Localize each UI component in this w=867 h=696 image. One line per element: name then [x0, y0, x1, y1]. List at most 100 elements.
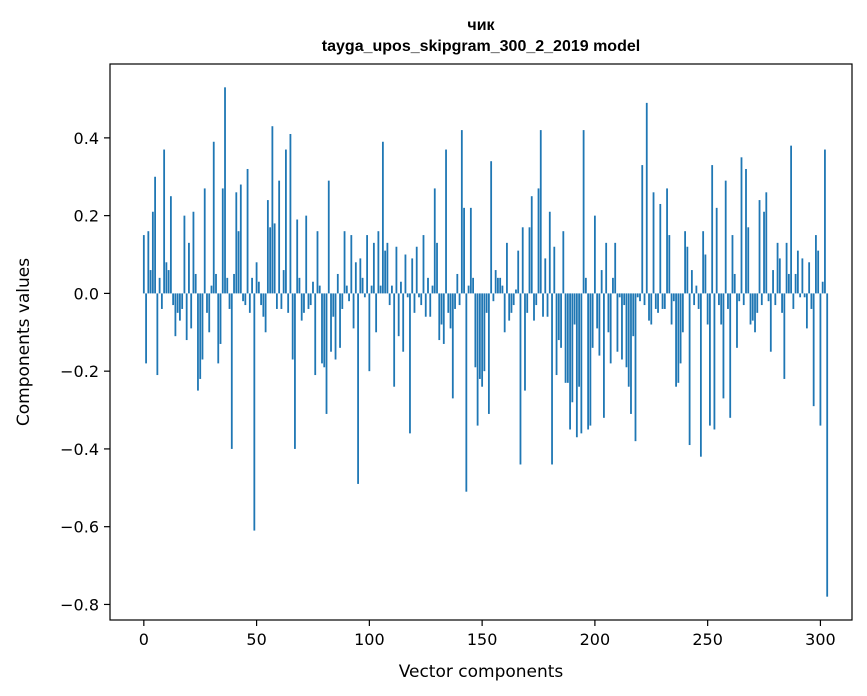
- bar: [578, 293, 580, 387]
- bar: [553, 246, 556, 294]
- bar: [334, 293, 337, 360]
- bar: [598, 293, 601, 356]
- bar: [643, 293, 646, 306]
- bar: [490, 161, 493, 294]
- bar: [275, 293, 278, 309]
- bar: [587, 293, 590, 430]
- plot-frame: [109, 63, 853, 621]
- bar: [451, 293, 454, 399]
- bar: [600, 270, 603, 294]
- bar: [711, 165, 714, 294]
- bar: [535, 293, 538, 306]
- bar: [630, 293, 632, 414]
- bar: [582, 130, 585, 294]
- bar: [603, 293, 605, 418]
- bar: [194, 273, 197, 294]
- bar: [654, 293, 657, 309]
- bar: [291, 293, 294, 360]
- bar: [406, 293, 409, 298]
- bar: [778, 258, 781, 294]
- bar: [386, 242, 389, 294]
- bar: [458, 293, 461, 306]
- bar: [485, 293, 488, 313]
- bar: [142, 235, 145, 294]
- bar: [560, 293, 562, 348]
- bar: [537, 188, 540, 294]
- bar: [645, 102, 648, 294]
- bar: [253, 293, 256, 531]
- bar: [512, 293, 515, 306]
- bar: [499, 277, 502, 294]
- bar: [731, 235, 734, 294]
- bar: [445, 149, 447, 294]
- bar: [321, 293, 323, 364]
- bar: [172, 293, 175, 306]
- bar: [325, 293, 328, 414]
- bar: [366, 235, 368, 294]
- bar: [316, 231, 319, 294]
- bar: [224, 87, 226, 294]
- bar: [393, 293, 396, 387]
- bar: [772, 270, 774, 294]
- bar: [370, 285, 373, 294]
- bar: [402, 293, 405, 352]
- bar: [244, 293, 247, 306]
- bar: [237, 231, 240, 294]
- bar: [318, 285, 321, 294]
- bar: [709, 293, 711, 426]
- bar: [636, 293, 639, 298]
- bar: [756, 293, 759, 313]
- bar: [718, 293, 720, 306]
- bar: [544, 258, 547, 294]
- y-tick-label: −0.6: [60, 518, 99, 537]
- bar: [483, 293, 486, 372]
- bar: [826, 293, 829, 597]
- bar: [251, 277, 253, 294]
- bar: [695, 285, 698, 294]
- bar: [460, 130, 463, 294]
- bar: [776, 242, 779, 294]
- bar: [341, 293, 344, 309]
- bar: [332, 293, 335, 317]
- bar: [652, 192, 655, 294]
- bar: [729, 293, 732, 418]
- bar: [228, 293, 231, 309]
- bar: [805, 293, 808, 329]
- bar: [749, 293, 752, 325]
- bar: [625, 293, 628, 368]
- bar: [354, 262, 357, 294]
- bar: [185, 293, 188, 341]
- bar: [817, 250, 820, 294]
- bar: [418, 293, 420, 298]
- bar: [801, 258, 804, 294]
- bar: [808, 262, 811, 294]
- bar: [269, 227, 272, 294]
- bar: [298, 277, 301, 294]
- bar: [384, 250, 387, 294]
- bar: [681, 293, 684, 333]
- bar: [672, 293, 675, 302]
- bar: [296, 219, 299, 294]
- bar: [420, 293, 423, 306]
- bar: [767, 293, 770, 302]
- bar: [336, 273, 339, 294]
- bar: [429, 293, 432, 317]
- bar: [614, 242, 617, 294]
- bar: [330, 293, 332, 352]
- bar: [431, 285, 434, 294]
- bar: [422, 235, 425, 294]
- bar: [519, 293, 522, 465]
- bar: [309, 293, 312, 306]
- bar: [787, 273, 790, 294]
- bar: [765, 192, 768, 294]
- bar: [147, 231, 150, 294]
- x-tick-label: 50: [246, 630, 266, 649]
- bar: [181, 293, 184, 309]
- bar: [282, 270, 285, 294]
- bar: [634, 293, 637, 442]
- bar: [575, 293, 578, 438]
- bar: [300, 293, 303, 321]
- bar: [650, 293, 653, 325]
- bar: [607, 293, 610, 333]
